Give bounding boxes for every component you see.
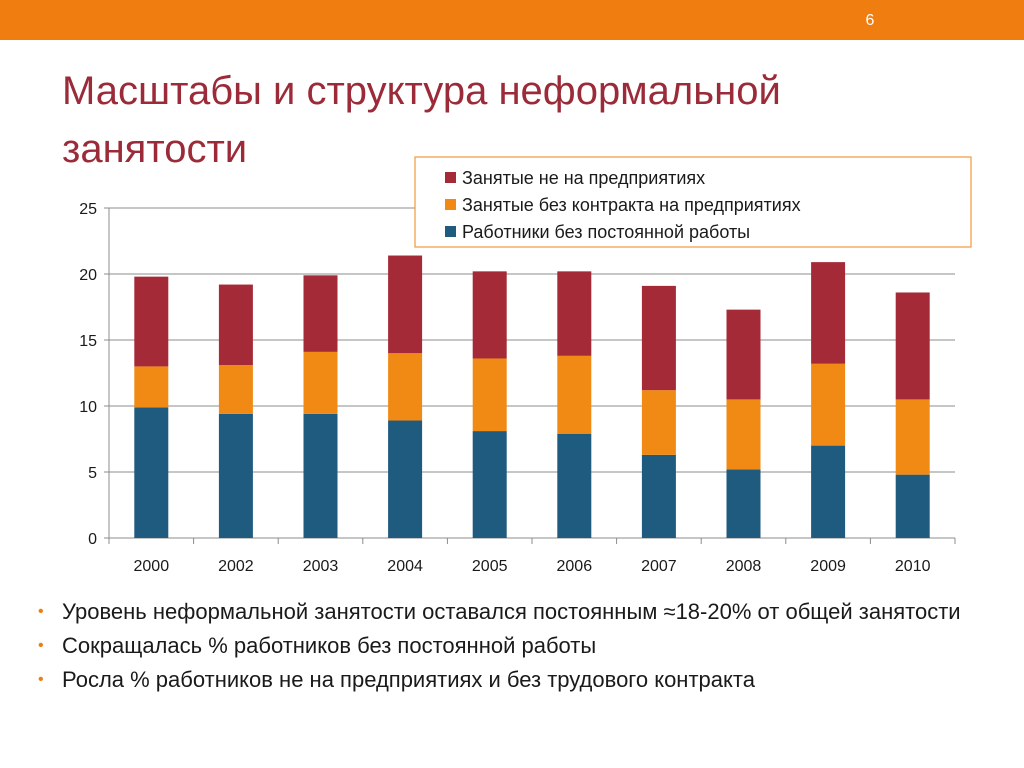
- bar-2008-series-1: [726, 469, 761, 538]
- bar-2004-series-3: [388, 255, 423, 354]
- bar-2005-series-3: [472, 271, 507, 359]
- bar-2008-series-2: [726, 399, 761, 470]
- bar-2003-series-2: [303, 351, 338, 414]
- legend-swatch-2: [445, 199, 456, 210]
- bar-2006-series-1: [557, 433, 592, 538]
- x-tick-label-2008: 2008: [726, 558, 762, 575]
- slide-title: Масштабы и структура неформальной занято…: [62, 69, 781, 171]
- x-tick-label-2000: 2000: [134, 558, 170, 575]
- bar-2010-series-3: [895, 292, 930, 400]
- y-tick-label-5: 5: [88, 465, 97, 482]
- bullet-text-3: Росла % работников не на предприятиях и …: [62, 667, 755, 692]
- stacked-bar-chart: 0 5 10 15 20 25 2000 2002 2003 2004 2005 2006 2007 20…: [79, 156, 972, 575]
- bullet-text-2: Сокращалась % работников без постоянной …: [62, 633, 597, 658]
- bar-2007-series-1: [641, 454, 676, 538]
- legend-swatch-1: [445, 172, 456, 183]
- bar-2002-series-2: [218, 365, 253, 414]
- bar-2000-series-2: [134, 366, 169, 408]
- bar-2007-series-2: [641, 390, 676, 455]
- bar-2009-series-1: [811, 445, 846, 538]
- x-tick-label-2003: 2003: [303, 558, 339, 575]
- bullet-list: • Уровень неформальной занятости оставалс…: [38, 598, 998, 700]
- bar-2009-series-2: [811, 363, 846, 446]
- y-tick-label-0: 0: [88, 531, 97, 548]
- legend-box: [414, 156, 972, 248]
- bar-2004-series-2: [388, 353, 423, 421]
- bar-2003-series-3: [303, 275, 338, 352]
- x-tick-label-2007: 2007: [641, 558, 677, 575]
- legend-label-3: Работники без постоянной работы: [462, 222, 750, 242]
- bullet-item-2: • Сокращалась % работников без постоянной…: [38, 632, 998, 660]
- top-bar: [0, 0, 1024, 40]
- bar-2003-series-1: [303, 413, 338, 538]
- bar-2005-series-1: [472, 431, 507, 538]
- y-tick-label-15: 15: [79, 333, 97, 350]
- bullet-item-3: • Росла % работников не на предприятиях и…: [38, 666, 998, 694]
- y-tick-label-20: 20: [79, 267, 97, 284]
- bar-2008-series-3: [726, 309, 761, 400]
- x-tick-label-2009: 2009: [810, 558, 846, 575]
- bar-2010-series-1: [895, 474, 930, 538]
- bar-2000-series-3: [134, 276, 169, 367]
- legend-label-2: Занятые без контракта на предприятиях: [462, 195, 801, 215]
- bullet-dot-icon: •: [38, 671, 44, 688]
- bar-2004-series-1: [388, 420, 423, 538]
- legend-label-1: Занятые не на предприятиях: [462, 168, 705, 188]
- slide-number: 6: [865, 12, 875, 29]
- bullet-item-1: • Уровень неформальной занятости оставалс…: [38, 598, 998, 626]
- x-tick-label-2004: 2004: [387, 558, 423, 575]
- bar-2006-series-3: [557, 271, 592, 356]
- bar-2002-series-1: [218, 413, 253, 538]
- x-tick-label-2006: 2006: [557, 558, 593, 575]
- x-tick-label-2002: 2002: [218, 558, 254, 575]
- bar-2000-series-1: [134, 407, 169, 538]
- bar-2010-series-2: [895, 399, 930, 475]
- y-tick-label-10: 10: [79, 399, 97, 416]
- bar-2005-series-2: [472, 358, 507, 432]
- bar-2007-series-3: [641, 285, 676, 391]
- bar-2002-series-3: [218, 284, 253, 366]
- bullet-dot-icon: •: [38, 603, 44, 620]
- bar-2009-series-3: [811, 262, 846, 364]
- x-tick-label-2010: 2010: [895, 558, 931, 575]
- legend-swatch-3: [445, 226, 456, 237]
- y-tick-label-25: 25: [79, 201, 97, 218]
- x-tick-label-2005: 2005: [472, 558, 508, 575]
- bullet-dot-icon: •: [38, 637, 44, 654]
- bullet-text-1: Уровень неформальной занятости оставался…: [62, 599, 961, 624]
- bar-2006-series-2: [557, 355, 592, 434]
